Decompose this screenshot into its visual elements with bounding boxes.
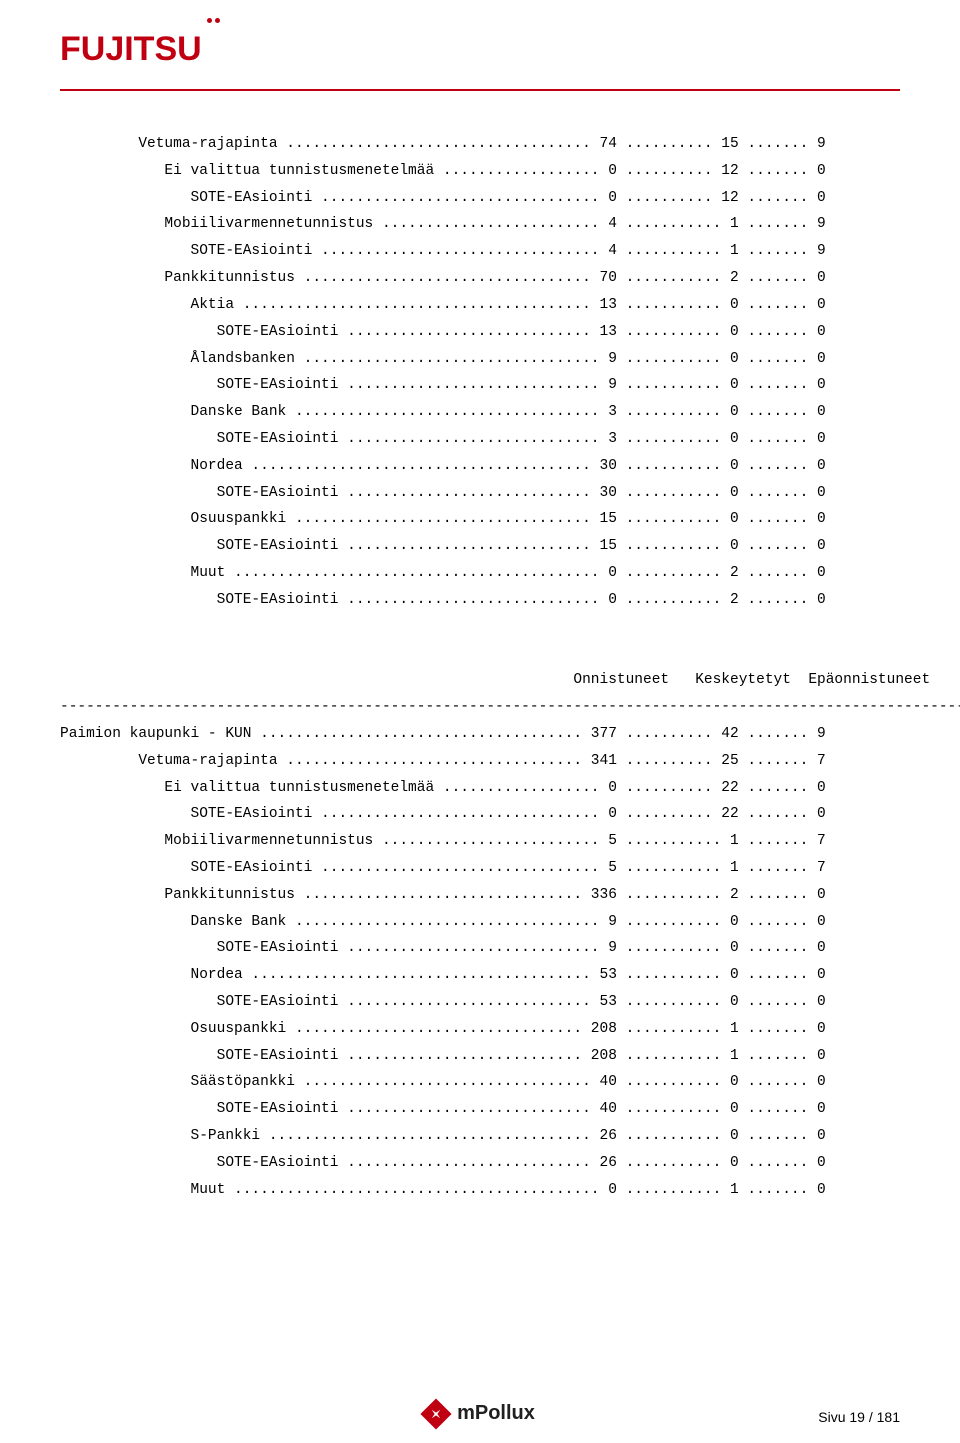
- header-rule: [60, 89, 900, 91]
- page-footer: mPollux Sivu 19 / 181: [60, 1402, 900, 1425]
- page-number: Sivu 19 / 181: [818, 1409, 900, 1425]
- footer-logo: mPollux: [60, 1402, 900, 1425]
- brand-name: FUJITSU: [60, 30, 202, 68]
- report-body: Vetuma-rajapinta .......................…: [60, 131, 900, 1204]
- brand-logo: FUJITSU: [60, 30, 230, 69]
- footer-label: mPollux: [457, 1402, 535, 1425]
- mpollux-icon: [421, 1398, 452, 1429]
